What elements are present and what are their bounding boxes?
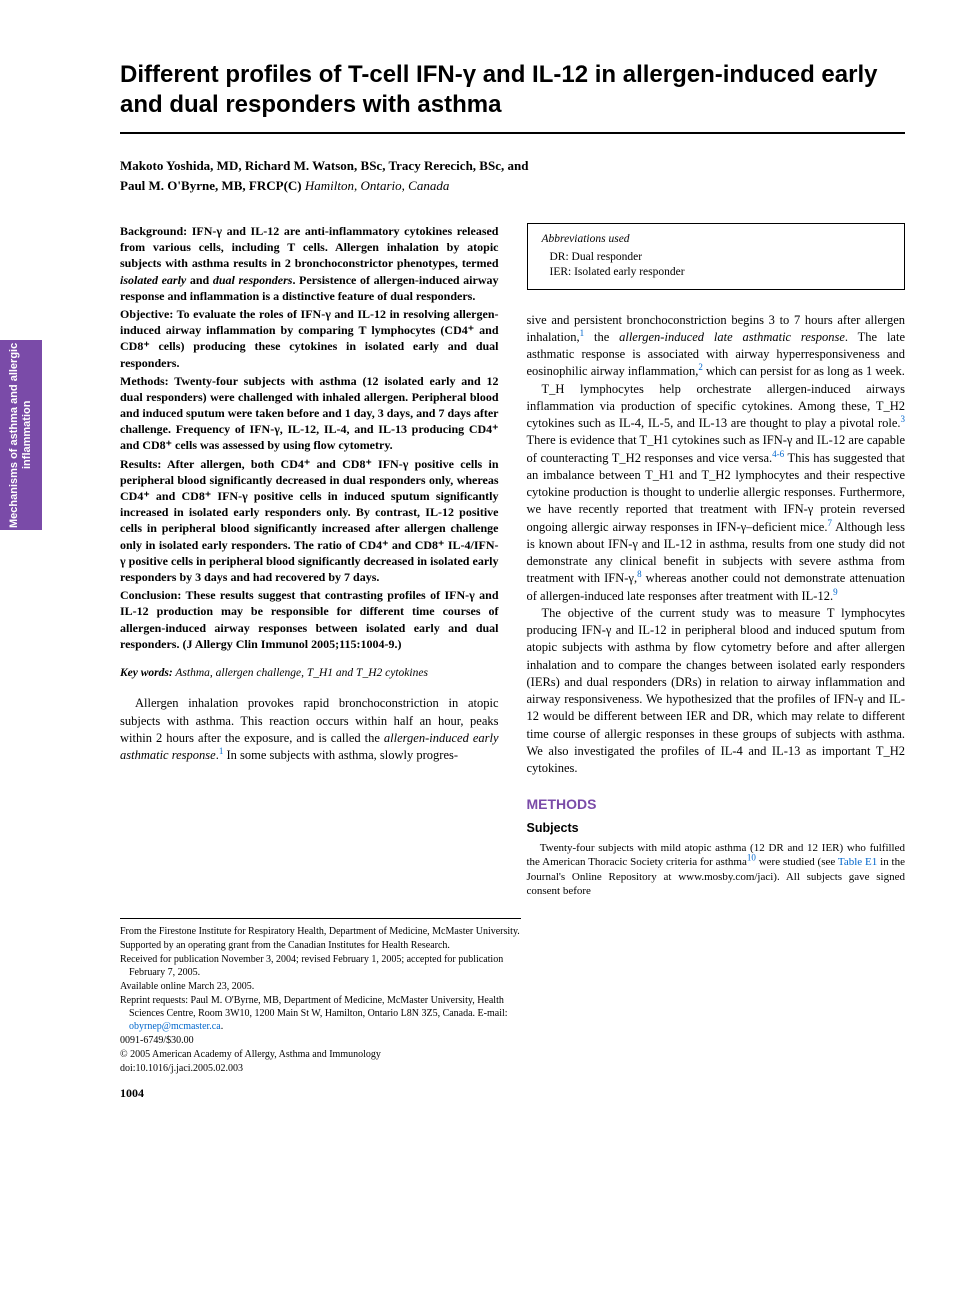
keywords-text: Asthma, allergen challenge, T_H1 and T_H… [173,667,428,679]
abstract-bg-mid: and [186,273,213,287]
abstract-objective-label: Objective: [120,307,177,321]
authors-affiliation: Hamilton, Ontario, Canada [302,178,450,193]
abstract-bg-ital2: dual responders [213,273,293,287]
footnote-7: © 2005 American Academy of Allergy, Asth… [120,1048,521,1061]
c2p1d: which can persist for as long as 1 week. [703,364,905,378]
ref-9[interactable]: 9 [833,586,838,596]
abstract-background-label: Background: [120,224,192,238]
authors-line-2: Paul M. O'Byrne, MB, FRCP(C) [120,178,302,193]
left-column: Background: IFN-γ and IL-12 are anti-inf… [120,223,499,898]
abstract-results-label: Results: [120,457,167,471]
abbreviations-box: Abbreviations used DR: Dual responder IE… [527,223,906,290]
c2p3: The objective of the current study was t… [527,605,906,778]
page-number: 1004 [120,1085,905,1101]
abstract-results: After allergen, both CD4⁺ and CD8⁺ IFN-γ… [120,457,499,584]
c2p1b: the [584,330,619,344]
abbrev-row-1: DR: Dual responder [542,250,891,266]
article-title: Different profiles of T-cell IFN-γ and I… [120,60,905,120]
methods-header: METHODS [527,795,906,814]
ref-4-6[interactable]: 4-6 [772,448,784,458]
title-rule [120,132,905,134]
abstract-methods-label: Methods: [120,374,174,388]
abstract-methods: Twenty-four subjects with asthma (12 iso… [120,374,499,453]
c2p2a: T_H lymphocytes help orchestrate allerge… [527,382,906,431]
intro-p1c: In some subjects with asthma, slowly pro… [223,748,458,762]
ref-10[interactable]: 10 [747,853,756,863]
footnote-5a: Reprint requests: Paul M. O'Byrne, MB, D… [120,995,508,1019]
footnote-5b: . [221,1021,224,1032]
abbrev-row-2: IER: Isolated early responder [542,265,891,281]
abstract: Background: IFN-γ and IL-12 are anti-inf… [120,223,499,652]
table-e1-link[interactable]: Table E1 [838,856,877,868]
authors-block: Makoto Yoshida, MD, Richard M. Watson, B… [120,156,905,195]
subj-b: were studied (see [756,856,838,868]
abstract-bg-ital1: isolated early [120,273,186,287]
abbrev-header: Abbreviations used [542,232,891,248]
footnote-8: doi:10.1016/j.jaci.2005.02.003 [120,1062,521,1075]
reprint-email-link[interactable]: obyrnep@mcmaster.ca [129,1021,221,1032]
two-column-layout: Background: IFN-γ and IL-12 are anti-inf… [120,223,905,898]
section-tab-label: Mechanisms of asthma and allergic inflam… [8,340,34,530]
footnotes: From the Firestone Institute for Respira… [120,918,521,1075]
footnote-2: Supported by an operating grant from the… [120,939,521,952]
keywords-label: Key words: [120,667,173,679]
right-column: Abbreviations used DR: Dual responder IE… [527,223,906,898]
section-tab: Mechanisms of asthma and allergic inflam… [0,340,42,530]
footnote-1: From the Firestone Institute for Respira… [120,925,521,938]
footnote-3: Received for publication November 3, 200… [120,953,521,979]
footnote-5: Reprint requests: Paul M. O'Byrne, MB, D… [120,994,521,1033]
footnote-4: Available online March 23, 2005. [120,980,521,993]
body-text-right: sive and persistent bronchoconstriction … [527,312,906,778]
subjects-header: Subjects [527,820,906,837]
footnote-6: 0091-6749/$30.00 [120,1034,521,1047]
abstract-objective: To evaluate the roles of IFN-γ and IL-12… [120,307,499,370]
intro-text-left: Allergen inhalation provokes rapid bronc… [120,695,499,764]
subjects-body: Twenty-four subjects with mild atopic as… [527,841,906,898]
ref-3[interactable]: 3 [901,414,906,424]
authors-line-1: Makoto Yoshida, MD, Richard M. Watson, B… [120,158,528,173]
keywords: Key words: Asthma, allergen challenge, T… [120,666,499,682]
c2p1-ital: allergen-induced late asthmatic response [619,330,845,344]
abstract-conclusion-label: Conclusion: [120,588,186,602]
